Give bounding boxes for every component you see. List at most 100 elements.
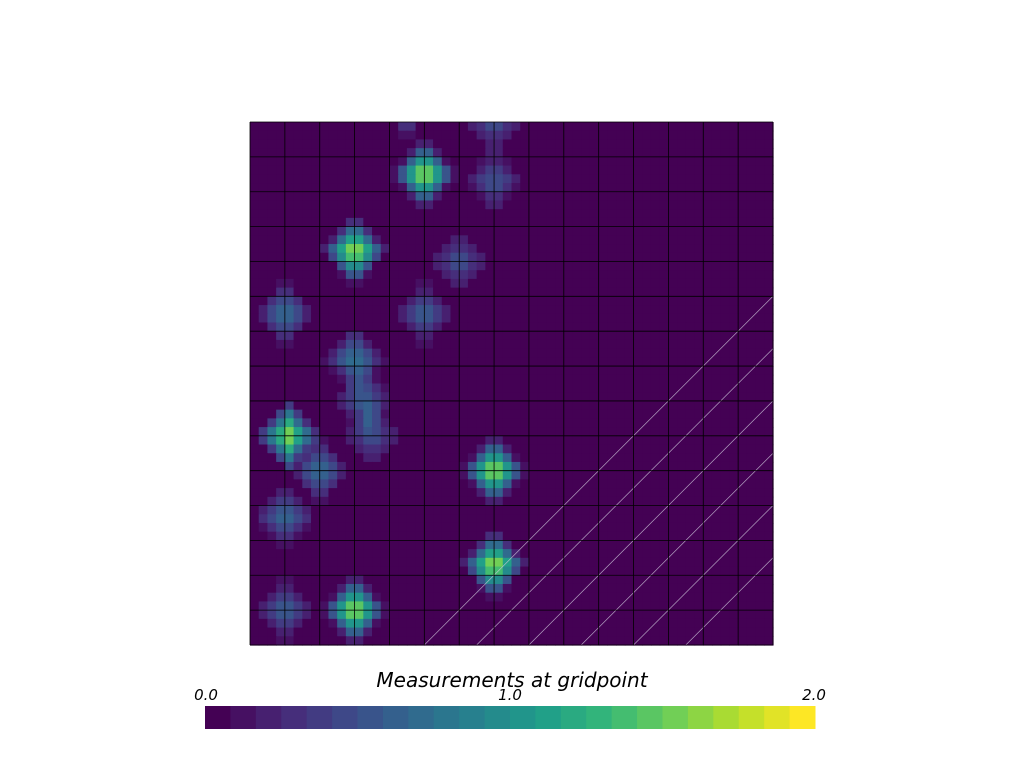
heatmap-cell (381, 514, 390, 523)
heatmap-cell (625, 418, 634, 427)
heatmap-cell (503, 575, 512, 584)
heatmap-cell (581, 471, 590, 480)
heatmap-cell (651, 628, 660, 637)
heatmap-cell (642, 392, 651, 401)
heatmap-cell (355, 331, 364, 340)
heatmap-cell (520, 340, 529, 349)
heatmap-cell (494, 401, 503, 410)
heatmap-cell (424, 488, 433, 497)
heatmap-cell (503, 288, 512, 297)
heatmap-cell (607, 558, 616, 567)
heatmap-cell (285, 584, 294, 593)
heatmap-cell (267, 392, 276, 401)
heatmap-cell (477, 636, 486, 645)
heatmap-cell (520, 288, 529, 297)
heatmap-cell (346, 218, 355, 227)
heatmap-cell (355, 479, 364, 488)
heatmap-cell (381, 506, 390, 515)
heatmap-cell (616, 270, 625, 279)
heatmap-cell (764, 314, 773, 323)
heatmap-cell (381, 575, 390, 584)
heatmap-cell (485, 322, 494, 331)
heatmap-cell (311, 331, 320, 340)
heatmap-cell (259, 122, 268, 131)
heatmap-cell (738, 200, 747, 209)
heatmap-cell (285, 462, 294, 471)
heatmap-cell (407, 619, 416, 628)
heatmap-cell (302, 610, 311, 619)
heatmap-cell (590, 253, 599, 262)
heatmap-cell (494, 427, 503, 436)
heatmap-cell (712, 628, 721, 637)
heatmap-cell (555, 575, 564, 584)
heatmap-cell (695, 174, 704, 183)
heatmap-cell (512, 514, 521, 523)
heatmap-cell (555, 506, 564, 515)
heatmap-cell (660, 462, 669, 471)
heatmap-cell (651, 148, 660, 157)
heatmap-cell (294, 305, 303, 314)
heatmap-cell (555, 445, 564, 454)
heatmap-cell (677, 192, 686, 201)
heatmap-cell (590, 619, 599, 628)
heatmap-cell (276, 471, 285, 480)
heatmap-cell (607, 445, 616, 454)
heatmap-cell (520, 314, 529, 323)
heatmap-cell (564, 192, 573, 201)
heatmap-cell (573, 471, 582, 480)
heatmap-cell (581, 349, 590, 358)
heatmap-cell (512, 174, 521, 183)
heatmap-cell (328, 166, 337, 175)
heatmap-cell (320, 445, 329, 454)
heatmap-cell (677, 445, 686, 454)
heatmap-cell (328, 288, 337, 297)
heatmap-cell (337, 235, 346, 244)
heatmap-cell (328, 218, 337, 227)
heatmap-cell (686, 453, 695, 462)
heatmap-cell (503, 523, 512, 532)
heatmap-cell (381, 349, 390, 358)
heatmap-cell (276, 384, 285, 393)
heatmap-cell (389, 131, 398, 140)
heatmap-cell (564, 479, 573, 488)
heatmap-cell (555, 349, 564, 358)
heatmap-cell (546, 131, 555, 140)
heatmap-cell (389, 497, 398, 506)
heatmap-cell (267, 453, 276, 462)
heatmap-cell (346, 567, 355, 576)
heatmap-cell (581, 593, 590, 602)
heatmap-cell (538, 209, 547, 218)
heatmap-cell (311, 601, 320, 610)
heatmap-cell (477, 418, 486, 427)
heatmap-cell (616, 296, 625, 305)
heatmap-cell (503, 506, 512, 515)
heatmap-cell (703, 540, 712, 549)
heatmap-cell (485, 584, 494, 593)
heatmap-cell (424, 261, 433, 270)
heatmap-cell (529, 479, 538, 488)
heatmap-cell (302, 532, 311, 541)
heatmap-cell (616, 139, 625, 148)
heatmap-cell (328, 366, 337, 375)
heatmap-cell (294, 244, 303, 253)
heatmap-cell (424, 523, 433, 532)
heatmap-cell (712, 453, 721, 462)
heatmap-cell (590, 628, 599, 637)
heatmap-cell (686, 131, 695, 140)
heatmap-cell (320, 610, 329, 619)
heatmap-cell (712, 235, 721, 244)
heatmap-cell (389, 331, 398, 340)
heatmap-cell (424, 227, 433, 236)
heatmap-cell (573, 427, 582, 436)
heatmap-cell (285, 288, 294, 297)
heatmap-cell (468, 322, 477, 331)
heatmap-cell (520, 610, 529, 619)
heatmap-cell (564, 296, 573, 305)
heatmap-cell (573, 584, 582, 593)
heatmap-cell (398, 270, 407, 279)
heatmap-cell (494, 506, 503, 515)
heatmap-cell (276, 628, 285, 637)
heatmap-cell (477, 261, 486, 270)
heatmap-cell (764, 558, 773, 567)
heatmap-cell (677, 183, 686, 192)
